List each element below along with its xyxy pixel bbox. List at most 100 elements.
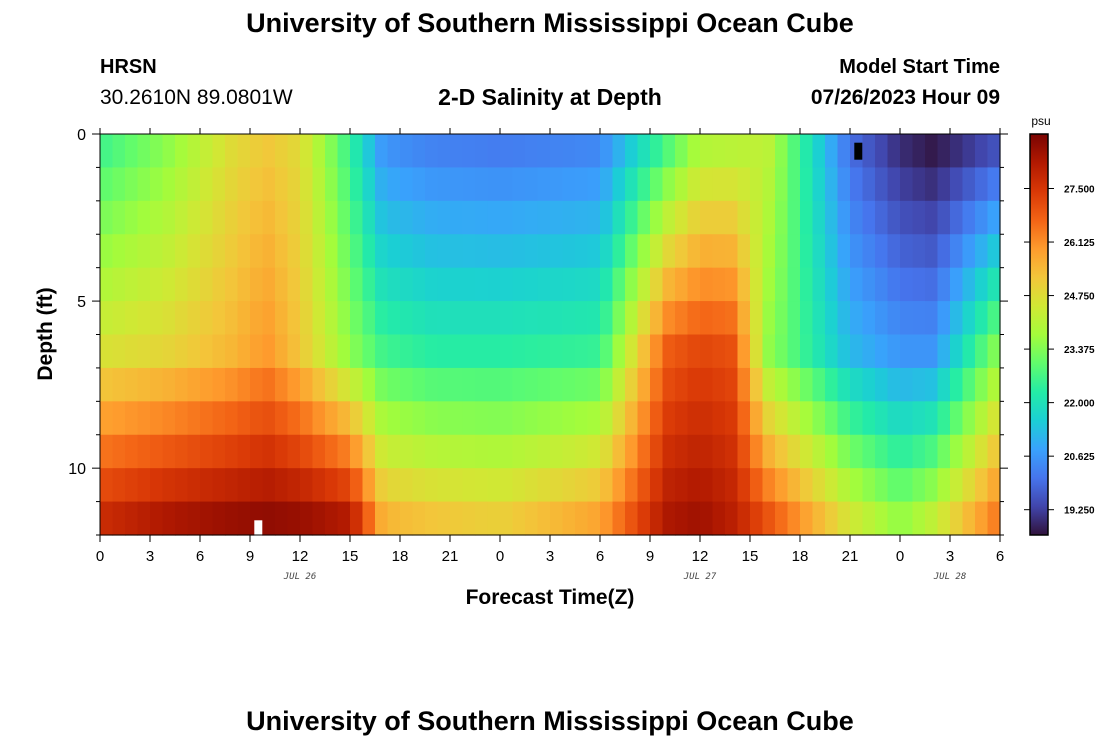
heatmap-cell [512,367,526,402]
heatmap-cell [587,301,601,336]
heatmap-cell [962,234,976,269]
heatmap-cell [937,301,951,336]
heatmap-cell [112,267,126,302]
heatmap-cell [387,200,401,235]
heatmap-cell [275,267,289,302]
heatmap-cell [937,367,951,402]
heatmap-cell [650,134,664,169]
heatmap-cell [762,367,776,402]
heatmap-cell [287,267,301,302]
heatmap-cell [250,200,264,235]
heatmap-cell [462,367,476,402]
heatmap-cell [887,234,901,269]
heatmap-cell [900,200,914,235]
heatmap-cell [237,301,251,336]
heatmap-cell [112,234,126,269]
heatmap-cell [225,200,239,235]
heatmap-cell [975,267,989,302]
heatmap-cell [625,367,639,402]
heatmap-cell [262,267,276,302]
heatmap-cell [100,267,114,302]
heatmap-cell [650,501,664,536]
heatmap-cell [712,434,726,469]
heatmap-cell [462,468,476,503]
heatmap-cell [787,401,801,436]
heatmap-cell [875,134,889,169]
heatmap-cell [187,501,201,536]
heatmap-cell [387,167,401,202]
heatmap-cell [725,200,739,235]
heatmap-cell [650,267,664,302]
heatmap-cell [187,434,201,469]
heatmap-cell [525,334,539,369]
heatmap-cell [287,367,301,402]
heatmap-cell [137,301,151,336]
heatmap-cell [425,267,439,302]
heatmap-cell [450,267,464,302]
heatmap-cell [362,267,376,302]
heatmap-cell [750,200,764,235]
heatmap-cell [637,501,651,536]
heatmap-cell [912,501,926,536]
heatmap-cell [875,301,889,336]
heatmap-cell [812,267,826,302]
heatmap-cell [700,200,714,235]
heatmap-cell [250,468,264,503]
heatmap-cell [387,301,401,336]
heatmap-cell [612,501,626,536]
heatmap-cell [137,134,151,169]
heatmap-cell [825,367,839,402]
heatmap-cell [450,501,464,536]
heatmap-cell [975,434,989,469]
heatmap-cell [362,200,376,235]
heatmap-cell [762,167,776,202]
heatmap-cell [337,401,351,436]
heatmap-cell [775,267,789,302]
heatmap-cell [925,234,939,269]
heatmap-cell [537,367,551,402]
heatmap-cell [700,434,714,469]
heatmap-cell [312,134,326,169]
heatmap-cell [975,468,989,503]
heatmap-cell [412,200,426,235]
heatmap-cell [387,468,401,503]
heatmap-cell [500,468,514,503]
heatmap-cell [412,367,426,402]
heatmap-cell [712,367,726,402]
heatmap-cell [925,501,939,536]
heatmap-cell [162,334,176,369]
heatmap-cell [150,134,164,169]
heatmap-cell [987,301,1001,336]
heatmap-cell [200,267,214,302]
heatmap-cell [500,301,514,336]
heatmap-cell [487,434,501,469]
heatmap-cell [525,301,539,336]
heatmap-cell [862,134,876,169]
heatmap-cell [662,234,676,269]
heatmap-cell [550,134,564,169]
heatmap-cell [787,301,801,336]
heatmap-cell [887,167,901,202]
heatmap-cell [725,301,739,336]
y-tick-label: 5 [77,294,86,311]
heatmap-cell [512,267,526,302]
heatmap-cell [675,334,689,369]
heatmap-cell [112,401,126,436]
heatmap-cell [387,267,401,302]
heatmap-cell [575,501,589,536]
heatmap-cell [737,134,751,169]
heatmap-cell [962,301,976,336]
x-tick-label: 21 [442,548,459,565]
heatmap-cell [137,367,151,402]
heatmap-cell [637,234,651,269]
heatmap-cell [412,401,426,436]
heatmap-cell [125,501,139,536]
heatmap-cell [750,501,764,536]
date-label: JUL 27 [683,572,717,582]
heatmap-cell [325,334,339,369]
heatmap-cell [625,267,639,302]
heatmap-cell [787,267,801,302]
heatmap-cell [750,367,764,402]
heatmap-cell [812,234,826,269]
heatmap-cell [475,167,489,202]
